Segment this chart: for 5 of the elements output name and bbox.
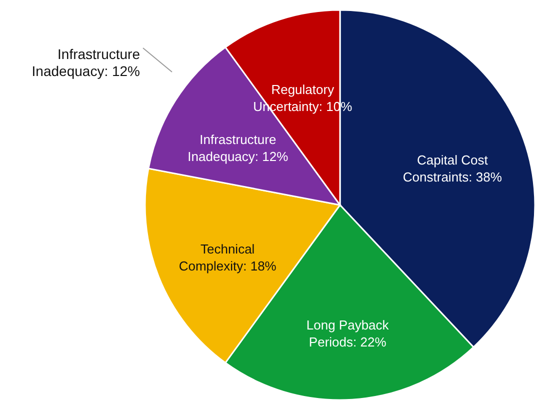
text: Infrastructure Inadequacy: 12%: [32, 46, 140, 79]
slice-label: Long Payback Periods: 22%: [306, 318, 390, 350]
slice-label: Capital Cost Constraints: 38%: [402, 152, 502, 184]
slice-label: Technical Complexity: 18%: [178, 242, 277, 274]
slice-label: Infrastructure Inadequacy: 12%: [188, 132, 289, 164]
